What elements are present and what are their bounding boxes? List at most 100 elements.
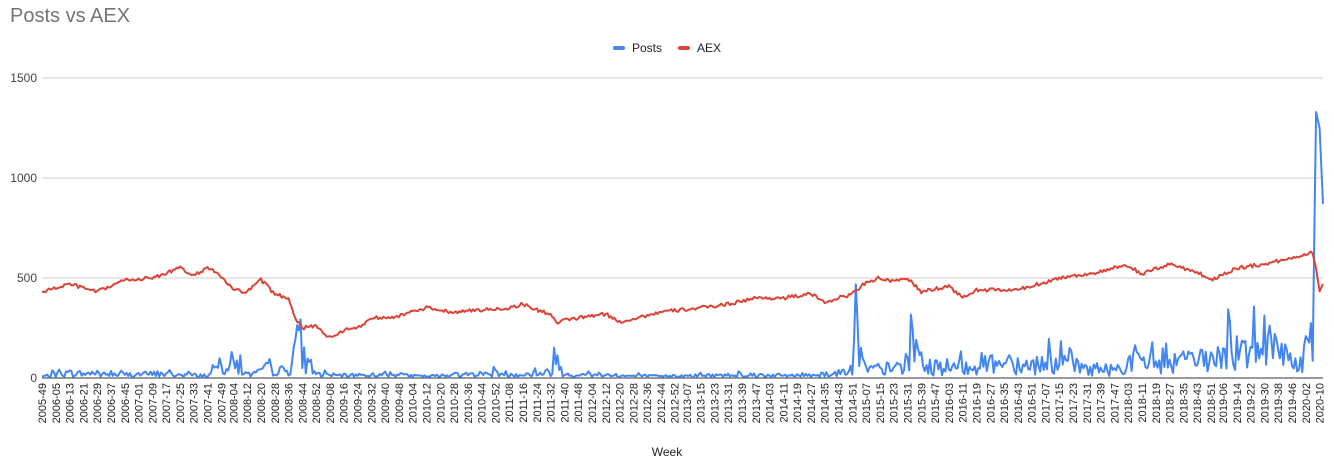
x-tick-label: 2017-15	[1054, 383, 1066, 423]
x-tick-label: 2013-39	[737, 383, 749, 423]
chart-title: Posts vs AEX	[10, 5, 131, 27]
x-tick-label: 2017-39	[1096, 383, 1108, 423]
x-axis-title: Week	[651, 445, 683, 459]
x-tick-label: 2014-51	[847, 383, 859, 423]
x-tick-label: 2011-08	[504, 383, 516, 423]
x-tick-label: 2015-07	[861, 383, 873, 423]
x-tick-label: 2016-43	[1013, 383, 1025, 423]
x-tick-label: 2008-12	[242, 383, 254, 423]
y-tick-label-0: 0	[30, 371, 37, 385]
x-tick-label: 2011-24	[532, 383, 544, 423]
x-tick-label: 2013-23	[709, 383, 721, 423]
y-tick-label-1500: 1500	[10, 71, 37, 85]
x-tick-label: 2018-35	[1178, 383, 1190, 423]
x-tick-label: 2007-49	[216, 383, 228, 423]
x-tick-label: 2012-52	[670, 383, 682, 423]
x-tick-label: 2006-05	[51, 383, 63, 423]
x-tick-label: 2015-23	[889, 383, 901, 423]
x-tick-label: 2016-19	[971, 383, 983, 423]
x-tick-label: 2012-12	[601, 383, 613, 423]
x-tick-label: 2007-41	[203, 383, 215, 423]
x-tick-label: 2018-43	[1192, 383, 1204, 423]
x-tick-label: 2005-49	[37, 383, 49, 423]
x-tick-label: 2014-43	[834, 383, 846, 423]
x-tick-label: 2014-03	[765, 383, 777, 423]
x-tick-label: 2015-39	[916, 383, 928, 423]
x-tick-label: 2018-11	[1137, 383, 1149, 423]
x-tick-label: 2015-47	[930, 383, 942, 423]
y-tick-label-1000: 1000	[10, 171, 37, 185]
x-tick-label: 2009-24	[353, 383, 365, 423]
x-tick-label: 2016-27	[985, 383, 997, 423]
x-tick-label: 2014-27	[806, 383, 818, 423]
x-tick-label: 2016-11	[958, 383, 970, 423]
x-tick-label: 2009-40	[380, 383, 392, 423]
x-tick-label: 2006-29	[92, 383, 104, 423]
x-tick-label: 2019-06	[1218, 383, 1230, 423]
x-tick-label: 2007-33	[189, 383, 201, 423]
legend-item-aex[interactable]: AEX	[678, 41, 721, 55]
x-tick-label: 2006-21	[78, 383, 90, 423]
x-tick-label: 2013-07	[682, 383, 694, 423]
y-tick-label-500: 500	[17, 271, 37, 285]
x-tick-label: 2016-35	[999, 383, 1011, 423]
x-tick-label: 2011-32	[546, 383, 558, 423]
x-tick-label: 2012-28	[628, 383, 640, 423]
x-tick-label: 2016-03	[944, 383, 956, 423]
legend-swatch-aex	[678, 46, 690, 50]
legend-item-posts[interactable]: Posts	[612, 41, 662, 55]
x-tick-label: 2014-11	[778, 383, 790, 423]
series-line-posts	[41, 111, 1324, 379]
x-tick-label: 2006-45	[120, 383, 132, 423]
x-tick-label: 2012-36	[642, 383, 654, 423]
x-tick-label: 2010-04	[408, 383, 420, 423]
x-tick-label: 2019-38	[1273, 383, 1285, 423]
x-tick-label: 2017-07	[1040, 383, 1052, 423]
legend-swatch-posts	[612, 46, 625, 50]
x-tick-label: 2007-17	[161, 383, 173, 423]
x-tick-label: 2017-23	[1068, 383, 1080, 423]
x-tick-label: 2006-37	[106, 383, 118, 423]
x-tick-label: 2018-51	[1206, 383, 1218, 423]
x-tick-label: 2006-13	[65, 383, 77, 423]
x-tick-label: 2013-15	[696, 383, 708, 423]
x-tick-label: 2019-22	[1246, 383, 1258, 423]
x-tick-label: 2011-48	[573, 383, 585, 423]
x-tick-label: 2010-52	[490, 383, 502, 423]
legend-label-aex: AEX	[697, 41, 722, 55]
x-tick-label: 2020-02	[1301, 383, 1313, 423]
x-tick-label: 2009-08	[325, 383, 337, 423]
x-tick-label: 2018-27	[1165, 383, 1177, 423]
x-tick-label: 2010-12	[421, 383, 433, 423]
x-tick-label: 2007-01	[134, 383, 146, 423]
x-tick-label: 2008-28	[270, 383, 282, 423]
x-tick-label: 2008-44	[297, 383, 309, 423]
x-tick-label: 2007-09	[147, 383, 159, 423]
x-tick-label: 2018-19	[1151, 383, 1163, 423]
x-tick-label: 2013-47	[751, 383, 763, 423]
x-tick-label: 2010-20	[435, 383, 447, 423]
x-tick-label: 2012-44	[656, 383, 668, 423]
legend: Posts AEX	[0, 41, 1334, 55]
x-tick-label: 2020-10	[1315, 383, 1327, 423]
x-tick-label: 2014-19	[792, 383, 804, 423]
x-tick-label: 2013-31	[723, 383, 735, 423]
x-tick-label: 2011-40	[559, 383, 571, 423]
x-tick-label: 2019-14	[1232, 383, 1244, 423]
x-tick-label: 2019-30	[1259, 383, 1271, 423]
x-tick-label: 2007-25	[175, 383, 187, 423]
x-tick-label: 2010-44	[477, 383, 489, 423]
x-tick-label: 2015-15	[875, 383, 887, 423]
x-tick-label: 2010-36	[463, 383, 475, 423]
x-tick-label: 2010-28	[449, 383, 461, 423]
x-tick-label: 2018-03	[1123, 383, 1135, 423]
x-tick-label: 2008-36	[284, 383, 296, 423]
x-tick-label: 2015-31	[902, 383, 914, 423]
legend-label-posts: Posts	[631, 41, 662, 55]
x-tick-label: 2014-35	[820, 383, 832, 423]
x-tick-label: 2009-48	[394, 383, 406, 423]
x-tick-label: 2008-20	[256, 383, 268, 423]
x-tick-label: 2009-32	[366, 383, 378, 423]
x-tick-label: 2008-04	[228, 383, 240, 423]
